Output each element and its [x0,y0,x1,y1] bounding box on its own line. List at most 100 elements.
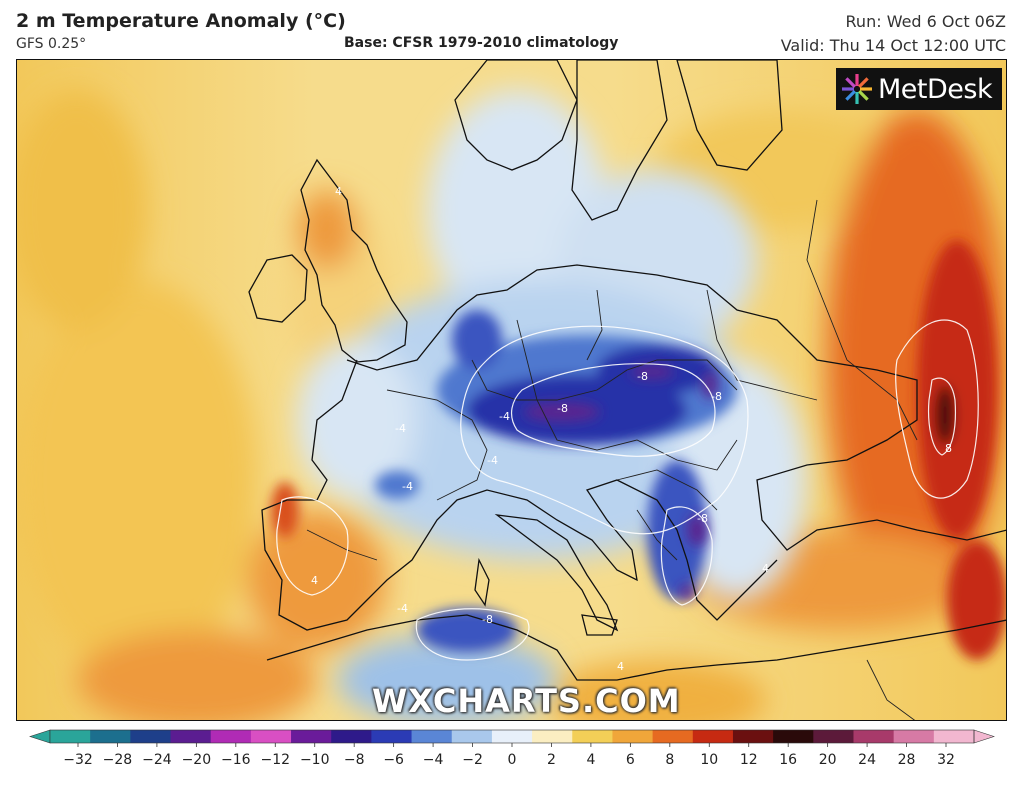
chart-title: 2 m Temperature Anomaly (°C) [16,10,346,32]
colorbar-swatch [692,730,734,743]
contour-labels: 4 4 -4 -4 -8 -8 -8 -8 -4 -4 -8 4 -4 4 8 [311,185,952,673]
colorbar-swatch [210,730,252,743]
colorbar-tick-label: −24 [142,752,172,768]
wxcharts-watermark: WXCHARTS.COM [372,682,681,720]
colorbar-tick-label: 28 [898,752,916,768]
colorbar-swatch [90,730,131,743]
colorbar-tick-label: −6 [383,752,404,768]
colorbar-tick-label: 20 [819,752,837,768]
colorbar-tick-label: −16 [221,752,251,768]
colorbar-swatch [893,730,935,743]
colorbar-max-extension [973,729,995,744]
country-borders [306,199,918,720]
colorbar-tick-label: 10 [700,752,718,768]
contour-minus-4 [460,325,749,535]
colorbar-tick-label: −12 [260,752,290,768]
contour-plus-4-east [895,319,979,499]
colorbar-tick-label: 2 [547,752,556,768]
sweden-outline [571,60,668,221]
colorbar-tick-label: −28 [103,752,133,768]
colorbar-tick-label: 6 [626,752,635,768]
contour-label: -8 [637,370,648,383]
colorbar-tick-label: −4 [423,752,444,768]
colorbar-tick-labels: −32 −28 −24 −20 −16 −12 −10 −8 −6 −4 −2 0 2 4 6 8 10 12 16… [63,743,955,768]
colorbar-tick-label: 24 [858,752,876,768]
contour-label: -8 [697,512,708,525]
colorbar-swatch [933,730,975,743]
colorbar-tick-label: −20 [182,752,212,768]
base-climatology-label: Base: CFSR 1979-2010 climatology [344,35,619,51]
colorbar-min-extension [29,729,51,744]
colorbar-swatch [331,730,372,743]
hot-core-regions [271,240,1006,660]
colorbar-swatch [532,730,573,743]
contour-label: -8 [711,390,722,403]
colorbar-swatch [652,730,694,743]
contour-label: -8 [557,402,568,415]
contour-label: 8 [945,442,952,455]
contour-label: -8 [482,613,493,626]
north-africa-coast [266,614,1006,681]
colorbar-swatch [813,730,854,743]
great-britain-outline [300,158,408,363]
colorbar-swatch [291,730,332,743]
contour-africa-minus-4 [415,608,530,661]
contour-plus-8-east [927,377,957,456]
sardinia-outline [474,557,490,607]
colorbar-tick-label: 12 [740,752,758,768]
valid-time-label: Valid: Thu 14 Oct 12:00 UTC [780,36,1006,55]
colorbar-tick-label: −2 [462,752,483,768]
contour-label: 4 [617,660,624,673]
contour-plus-4-iberia [276,496,349,596]
ireland-outline [248,254,308,323]
colorbar-swatch [250,730,292,743]
map-canvas: 4 4 -4 -4 -8 -8 -8 -8 -4 -4 -8 4 -4 4 8 [17,60,1006,720]
finland-outline [676,60,783,171]
colorbar-tick-label: −8 [344,752,365,768]
model-label: GFS 0.25° [16,36,87,52]
colorbar-tick-label: −32 [63,752,93,768]
colorbar-swatch [491,730,533,743]
colorbar-swatch [612,730,654,743]
run-time-label: Run: Wed 6 Oct 06Z [845,12,1006,31]
colorbar-swatch [732,730,774,743]
metdesk-star-icon [842,74,872,104]
continental-coast-north [346,264,1006,551]
colorbar-swatch [773,730,814,743]
colorbar-swatch [371,730,413,743]
contour-label: 4 [762,562,769,575]
colorbar-swatches [29,729,995,744]
contour-minus-8 [510,363,716,457]
contour-lines [276,319,979,661]
colorbar-swatch [572,730,613,743]
contour-label: 4 [311,574,318,587]
metdesk-logo: MetDesk [836,68,1002,110]
contour-label: -4 [499,410,510,423]
colorbar-swatch [411,730,453,743]
colorbar-tick-label: 8 [665,752,674,768]
continental-coast-south [261,359,778,631]
colorbar-swatch [451,730,493,743]
colorbar-swatch [130,730,172,743]
extreme-cold-cores [524,365,718,600]
colorbar-tick-label: 16 [779,752,797,768]
colorbar-tick-label: 32 [937,752,955,768]
colorbar-swatch [170,730,212,743]
colorbar-swatch [50,730,91,743]
colorbar-swatch [853,730,895,743]
coastlines [248,60,1006,681]
colorbar-tick-label: 0 [508,752,517,768]
colorbar-tick-label: −10 [300,752,330,768]
italy-outline [494,514,619,632]
contour-label: -4 [487,454,498,467]
contour-label: 4 [335,185,342,198]
norway-outline [454,60,578,171]
contour-minus-8-balkans [660,506,713,606]
contour-label: -4 [395,422,406,435]
anomaly-map[interactable]: 4 4 -4 -4 -8 -8 -8 -8 -4 -4 -8 4 -4 4 8 MetDesk WXCHAR… [16,59,1007,721]
sicily-outline [581,614,618,636]
contour-label: -4 [402,480,413,493]
metdesk-logo-text: MetDesk [878,73,993,105]
colorbar-tick-label: 4 [586,752,595,768]
colorbar: −32 −28 −24 −20 −16 −12 −10 −8 −6 −4 −2 0 2 4 6 8 10 12 16… [29,729,995,768]
